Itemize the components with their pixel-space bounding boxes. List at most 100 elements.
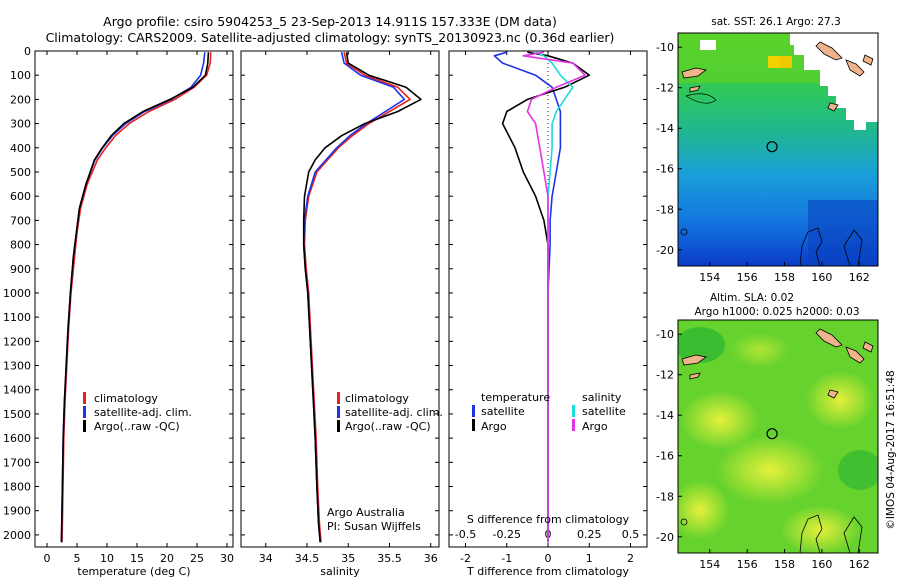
y-tick-label: 600 <box>10 190 31 203</box>
sst-map-axes: 154 156 158 160 162 -10 -12 -14 -16 -18 -20 <box>656 41 870 284</box>
legend-argo-label: Argo(..raw -QC) <box>94 420 180 433</box>
sst-map-title: sat. SST: 26.1 Argo: 27.3 <box>711 16 841 28</box>
diff-legend-tsat-label: satellite <box>481 405 525 418</box>
series-line-temperature-argo <box>501 51 591 543</box>
y-tick-label: 800 <box>10 239 31 252</box>
map-y-tick-label: -12 <box>656 82 674 95</box>
x-tick-label: 35.5 <box>377 552 402 565</box>
sla-map-axes: 154 156 158 160 162 -10 -12 -14 -16 -18 -20 <box>656 328 870 571</box>
x-tick-label: 20 <box>160 552 174 565</box>
x-tick-label: 35 <box>341 552 355 565</box>
map-y-tick-label: -12 <box>656 369 674 382</box>
x-tick-label: -2 <box>460 552 471 565</box>
top-tick-label: -0.5 <box>455 528 476 541</box>
x-tick-label: -1 <box>501 552 512 565</box>
sal-legend-argo-swatch <box>337 420 340 432</box>
series-line-climatology <box>61 52 212 543</box>
temperature-panel-frame <box>34 50 234 548</box>
map-y-tick-label: -18 <box>656 490 674 503</box>
series-line-argo-raw-qc- <box>60 52 210 543</box>
sal-legend-climatology-swatch <box>337 392 340 404</box>
annotation-argo-australia: Argo Australia <box>327 506 405 519</box>
map-x-tick-label: 162 <box>849 271 870 284</box>
x-tick-label: 2 <box>627 552 634 565</box>
y-tick-label: 0 <box>24 45 31 58</box>
map-x-tick-label: 154 <box>699 271 720 284</box>
diff-legend-ssat-label: satellite <box>582 405 626 418</box>
map-x-tick-label: 154 <box>699 558 720 571</box>
legend-satellite-label: satellite-adj. clim. <box>94 406 192 419</box>
temperature-plot: 0100200300400500600700800900100011001200… <box>3 45 234 565</box>
map-y-tick-label: -20 <box>656 531 674 544</box>
sla-argo-marker <box>766 428 778 440</box>
map-x-tick-label: 158 <box>774 271 795 284</box>
diff-legend-sargo-label: Argo <box>582 420 608 433</box>
diff-legend-salinity-header: salinity <box>582 391 622 404</box>
map-y-tick-label: -16 <box>656 450 674 463</box>
difference-legend: temperature salinity satellite Argo sate… <box>472 391 626 433</box>
y-tick-label: 1700 <box>3 456 31 469</box>
y-tick-label: 2000 <box>3 529 31 542</box>
y-tick-label: 300 <box>10 118 31 131</box>
x-tick-label: 25 <box>190 552 204 565</box>
y-tick-label: 1800 <box>3 481 31 494</box>
y-tick-label: 1300 <box>3 360 31 373</box>
top-tick-label: 0.5 <box>622 528 640 541</box>
difference-plot: -2 -1 0 1 2-0.5 -0.25 0 0.25 0.5 <box>449 50 647 565</box>
header-title: Argo profile: csiro 5904253_5 23-Sep-201… <box>103 14 557 29</box>
y-tick-label: 1600 <box>3 432 31 445</box>
x-tick-label: 5 <box>74 552 81 565</box>
imos-stamp: ©IMOS 04-Aug-2017 16:51:48 <box>885 370 897 529</box>
annotation-pi: PI: Susan Wijffels <box>327 520 421 533</box>
y-tick-label: 1900 <box>3 505 31 518</box>
sal-legend-satellite-swatch <box>337 406 340 418</box>
series-line-satellite-adj-clim- <box>302 52 406 543</box>
series-line-salinity-argo <box>522 51 586 543</box>
series-line-argo-raw-qc- <box>302 52 422 543</box>
top-tick-label: -0.25 <box>493 528 521 541</box>
map-y-tick-label: -18 <box>656 203 674 216</box>
sal-legend-climatology-label: climatology <box>345 392 409 405</box>
sla-map-image <box>678 320 878 553</box>
map-y-tick-label: -16 <box>656 163 674 176</box>
sla-map-title: Altim. SLA: 0.02 <box>710 292 794 304</box>
sst-map-image <box>678 33 878 266</box>
sla-map-subtitle: Argo h1000: 0.025 h2000: 0.03 <box>694 306 859 318</box>
x-tick-label: 0 <box>44 552 51 565</box>
legend-climatology-label: climatology <box>94 392 158 405</box>
salinity-panel-frame <box>240 50 440 548</box>
legend-argo-swatch <box>83 420 86 432</box>
x-tick-label: 0 <box>545 552 552 565</box>
sst-map-coastline <box>680 41 874 266</box>
map-x-tick-label: 158 <box>774 558 795 571</box>
legend-satellite-swatch <box>83 406 86 418</box>
x-tick-label: 36 <box>424 552 438 565</box>
legend-climatology-swatch <box>83 392 86 404</box>
sst-map-frame <box>677 32 879 267</box>
map-y-tick-label: -10 <box>656 328 674 341</box>
y-tick-label: 1400 <box>3 384 31 397</box>
map-y-tick-label: -14 <box>656 122 674 135</box>
sst-argo-marker <box>766 141 778 153</box>
y-tick-label: 400 <box>10 142 31 155</box>
y-tick-label: 700 <box>10 214 31 227</box>
y-tick-label: 900 <box>10 263 31 276</box>
temperature-xlabel: temperature (deg C) <box>77 565 190 578</box>
diff-legend-targo-swatch <box>472 419 475 431</box>
x-tick-label: 30 <box>220 552 234 565</box>
x-tick-label: 1 <box>586 552 593 565</box>
sal-legend-satellite-label: satellite-adj. clim. <box>345 406 443 419</box>
y-tick-label: 200 <box>10 93 31 106</box>
y-tick-label: 1100 <box>3 311 31 324</box>
series-line-satellite-adj-clim- <box>60 52 206 543</box>
sla-map-frame <box>677 319 879 554</box>
y-tick-label: 100 <box>10 69 31 82</box>
salinity-legend: climatology satellite-adj. clim. Argo(..… <box>327 392 443 533</box>
diff-legend-sargo-swatch <box>572 419 575 431</box>
header-subtitle: Climatology: CARS2009. Satellite-adjuste… <box>46 30 615 45</box>
map-x-tick-label: 156 <box>737 271 758 284</box>
temperature-legend: climatology satellite-adj. clim. Argo(..… <box>83 392 192 433</box>
map-x-tick-label: 156 <box>737 558 758 571</box>
difference-xlabel: T difference from climatology <box>466 565 629 578</box>
